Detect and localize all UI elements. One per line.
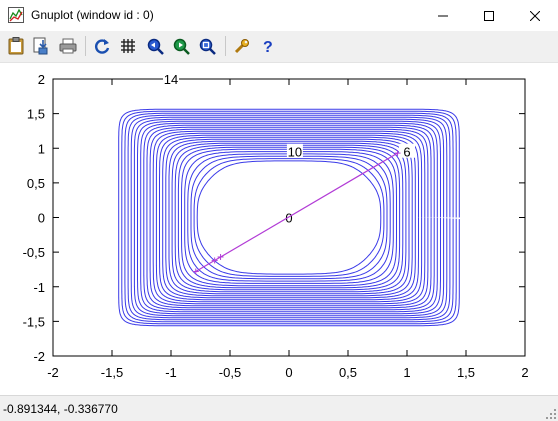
minimize-icon xyxy=(438,15,448,16)
series-point xyxy=(217,253,224,260)
zoom-previous-icon xyxy=(147,38,164,55)
contour-line xyxy=(165,138,413,297)
x-tick-label: -2 xyxy=(47,365,59,380)
contour-label-bg xyxy=(286,143,303,158)
print-button[interactable] xyxy=(57,35,79,57)
contour-line xyxy=(168,140,410,295)
minimize-button[interactable] xyxy=(420,0,466,31)
contour-line xyxy=(174,144,404,291)
help-icon: ? xyxy=(263,39,273,54)
contour-line xyxy=(187,153,391,282)
contour-line xyxy=(159,134,419,301)
series-point xyxy=(211,257,218,264)
unzoom-button[interactable] xyxy=(196,35,218,57)
grid-icon xyxy=(121,39,135,53)
y-tick-label: 0,5 xyxy=(27,176,45,191)
title-bar: Gnuplot (window id : 0) xyxy=(0,0,558,31)
x-tick-label: 2 xyxy=(521,365,528,380)
clipboard-copy-button[interactable] xyxy=(5,35,27,57)
grid-toggle-button[interactable] xyxy=(117,35,139,57)
contour-line xyxy=(193,158,385,277)
wrench-icon xyxy=(234,39,249,54)
contour-label: 6 xyxy=(403,145,410,160)
y-tick-label: 1,5 xyxy=(27,107,45,122)
contour-line xyxy=(152,130,426,305)
status-bar: -0.891344, -0.336770 xyxy=(0,395,558,421)
contour-line xyxy=(130,116,448,319)
clipboard-icon xyxy=(8,37,24,55)
plotted-series xyxy=(192,150,401,275)
contour-label: 10 xyxy=(288,145,302,160)
x-tick-label: 0 xyxy=(285,365,292,380)
resize-grip-icon[interactable] xyxy=(545,408,557,420)
svg-text:?: ? xyxy=(263,39,273,54)
print-to-file-button[interactable] xyxy=(31,35,53,57)
contour-lines xyxy=(118,108,460,327)
refresh-icon xyxy=(95,39,110,54)
contour-line xyxy=(143,124,435,311)
maximize-button[interactable] xyxy=(466,0,512,31)
toolbar: ? xyxy=(0,31,558,63)
series-point xyxy=(394,150,401,157)
save-icon xyxy=(33,37,48,55)
plot-area[interactable]: -2 -1,5 -1 -0,5 0 0,5 1 1,5 2 2 1,5 1 0,5 0 -0,5 -1 -1,5… xyxy=(0,63,558,395)
contour-line xyxy=(121,110,457,325)
x-tick-label: 0,5 xyxy=(339,365,357,380)
contour-line xyxy=(196,160,382,275)
contour-line xyxy=(181,148,397,287)
y-tick-label: -1,5 xyxy=(23,314,45,329)
contour-line xyxy=(184,151,394,284)
contour-label-bg xyxy=(163,71,179,85)
printer-icon xyxy=(59,38,77,54)
replot-button[interactable] xyxy=(91,35,113,57)
help-button[interactable]: ? xyxy=(257,35,279,57)
zoom-previous-button[interactable] xyxy=(144,35,166,57)
contour-line xyxy=(124,112,454,323)
y-tick-label: 1 xyxy=(38,141,45,156)
contour-line xyxy=(146,126,432,309)
contour-line xyxy=(162,136,416,299)
contour-line xyxy=(137,120,441,315)
gnuplot-app-icon xyxy=(8,7,24,23)
x-tick-label: -0,5 xyxy=(219,365,241,380)
contour-label-bg xyxy=(399,143,415,158)
options-button[interactable] xyxy=(231,35,253,57)
contour-line xyxy=(177,146,401,289)
x-tick-label: -1,5 xyxy=(101,365,123,380)
contour-line xyxy=(140,122,438,313)
contour-line xyxy=(149,128,429,307)
tick-labels: -2 -1,5 -1 -0,5 0 0,5 1 1,5 2 2 1,5 1 0,5 0 -0,5 -1 -1,5… xyxy=(23,72,529,380)
y-tick-label: -1 xyxy=(33,280,45,295)
y-tick-label: -2 xyxy=(33,349,45,364)
unzoom-icon xyxy=(199,38,216,55)
contour-labels: 14 10 6 0 xyxy=(163,71,415,226)
x-tick-label: 1,5 xyxy=(457,365,475,380)
x-tick-label: 1 xyxy=(403,365,410,380)
contour-label: 14 xyxy=(164,72,178,87)
y-tick-label: 0 xyxy=(38,211,45,226)
zoom-next-icon xyxy=(173,38,190,55)
toolbar-separator xyxy=(225,36,226,56)
mouse-coordinates: -0.891344, -0.336770 xyxy=(3,402,118,416)
contour-label: 0 xyxy=(285,211,292,226)
window-title: Gnuplot (window id : 0) xyxy=(31,8,154,22)
contour-line xyxy=(155,132,423,303)
y-tick-label: -0,5 xyxy=(23,245,45,260)
x-tick-label: -1 xyxy=(165,365,177,380)
series-line xyxy=(195,152,398,273)
series-point xyxy=(192,268,199,275)
close-button[interactable] xyxy=(512,0,558,31)
contour-plot: -2 -1,5 -1 -0,5 0 0,5 1 1,5 2 2 1,5 1 0,5 0 -0,5 -1 -1,5… xyxy=(23,71,529,380)
contour-line xyxy=(190,155,388,280)
contour-line xyxy=(133,118,445,317)
contour-line xyxy=(127,114,451,321)
contour-line xyxy=(118,108,460,327)
contour-line xyxy=(171,142,407,293)
zoom-next-button[interactable] xyxy=(170,35,192,57)
close-icon xyxy=(530,10,540,21)
maximize-icon xyxy=(484,10,494,21)
y-tick-label: 2 xyxy=(38,72,45,87)
toolbar-separator xyxy=(85,36,86,56)
